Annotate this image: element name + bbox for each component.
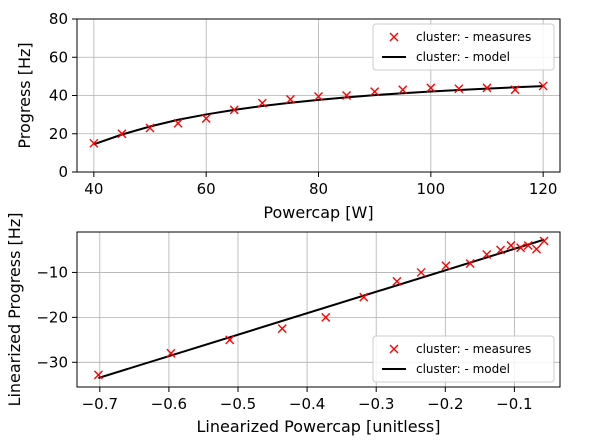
measure-point — [426, 83, 436, 93]
measure-point — [225, 335, 235, 345]
x-tick-label: −0.3 — [358, 395, 394, 413]
measure-point — [201, 113, 211, 123]
y-axis-label: Linearized Progress [Hz] — [5, 213, 24, 407]
measure-point — [532, 244, 542, 254]
bottom-chart-panel: −0.7 −0.6 −0.5 −0.4 −0.3 −0.2 −0.1 −30 −20 −10 Lin… — [5, 213, 561, 436]
y-tick-label: −30 — [36, 353, 68, 371]
measure-point — [117, 129, 127, 139]
measure-point — [482, 83, 492, 93]
measure-point — [416, 267, 426, 277]
legend-box — [372, 23, 555, 71]
legend-label: cluster: - model — [416, 50, 510, 64]
measure-point — [229, 105, 239, 115]
x-tick-label: −0.7 — [82, 395, 118, 413]
measure-point — [359, 292, 369, 302]
top-chart-panel: 40 60 80 100 120 0 20 40 60 80 Powercap [W] Progres… — [15, 10, 561, 222]
y-tick-label: 40 — [49, 87, 68, 105]
plot-frame — [76, 231, 561, 388]
measure-point — [277, 324, 287, 334]
x-tick-label: −0.4 — [289, 395, 325, 413]
x-tick-label: −0.2 — [427, 395, 463, 413]
legend-marker — [389, 344, 399, 354]
legend: cluster: - measures cluster: - model — [372, 335, 555, 383]
measure-point — [285, 94, 295, 104]
y-tick-label: −20 — [36, 308, 68, 326]
legend-box — [372, 335, 555, 383]
y-axis-label: Progress [Hz] — [15, 42, 34, 148]
measure-point — [496, 245, 506, 255]
x-tick-label: 100 — [417, 180, 446, 198]
measure-point — [145, 123, 155, 133]
measure-point — [314, 91, 323, 101]
measure-point — [538, 81, 548, 91]
measure-point — [89, 138, 99, 148]
measure-point — [523, 240, 533, 250]
y-tick-label: 80 — [49, 10, 68, 28]
legend: cluster: - measures cluster: - model — [372, 23, 555, 71]
legend-label: cluster: - measures — [416, 30, 531, 44]
measure-point — [342, 91, 352, 100]
measure-point — [539, 236, 549, 246]
x-tick-label: 80 — [309, 180, 328, 198]
measure-point — [465, 258, 475, 268]
measure-point — [370, 87, 380, 97]
measure-point — [482, 249, 492, 259]
x-tick-label: 120 — [529, 180, 558, 198]
x-tick-label: −0.1 — [496, 395, 532, 413]
x-tick-label: 60 — [197, 180, 216, 198]
measure-point — [93, 370, 103, 380]
measure-point — [506, 240, 516, 250]
x-tick-label: −0.6 — [151, 395, 187, 413]
x-tick-label: 40 — [84, 180, 103, 198]
y-tick-label: 0 — [58, 163, 68, 181]
measure-point — [321, 312, 331, 322]
legend-label: cluster: - model — [416, 362, 510, 376]
measure-point — [454, 84, 464, 94]
measure-point — [510, 85, 520, 95]
measure-point — [173, 118, 183, 128]
measure-point — [441, 261, 451, 271]
measure-point — [398, 85, 408, 95]
x-axis-label: Powercap [W] — [263, 203, 373, 222]
x-tick-label: −0.5 — [220, 395, 256, 413]
legend-marker — [389, 32, 399, 42]
measure-point — [257, 98, 267, 108]
x-axis-label: Linearized Powercap [unitless] — [197, 417, 441, 436]
measure-point — [392, 276, 402, 286]
model-line — [93, 85, 544, 146]
measure-point — [516, 243, 526, 253]
y-tick-label: −10 — [36, 263, 68, 281]
legend-label: cluster: - measures — [416, 342, 531, 356]
measure-point — [166, 348, 176, 358]
y-tick-label: 60 — [49, 48, 68, 66]
y-tick-label: 20 — [49, 125, 68, 143]
